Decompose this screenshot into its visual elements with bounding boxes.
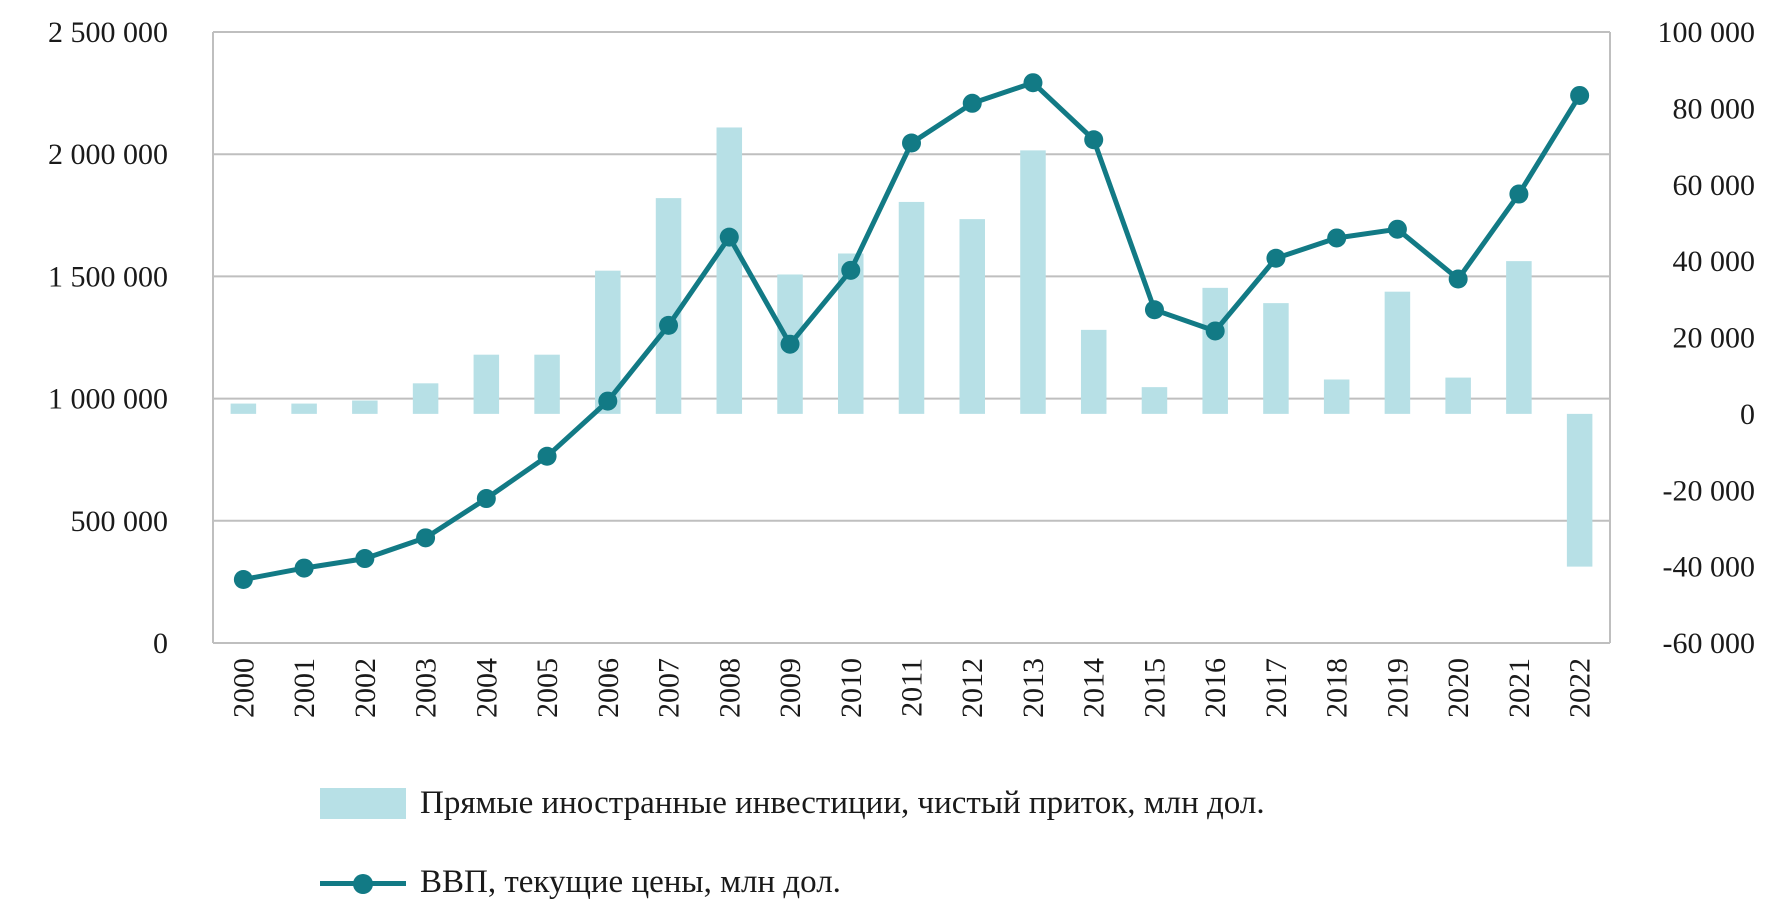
y-right-tick-label: 20 000 xyxy=(1673,322,1756,355)
y-left-tick-label: 500 000 xyxy=(71,505,169,538)
x-tick-label: 2002 xyxy=(349,658,382,718)
x-tick-label: 2001 xyxy=(288,658,321,718)
fdi-bar xyxy=(1566,413,1593,567)
fdi-bar xyxy=(1080,329,1107,414)
legend-line-swatch xyxy=(320,867,406,899)
gdp-point xyxy=(355,549,375,569)
y-right-tick-label: 40 000 xyxy=(1673,245,1756,278)
gdp-point xyxy=(1387,219,1407,239)
gdp-point xyxy=(233,570,253,590)
x-axis-ticks: 2000 2001 2002 2003 2004 2005 2006 2007 2008 2009… xyxy=(227,658,1596,718)
gdp-point xyxy=(962,93,982,113)
fdi-bar xyxy=(1323,379,1350,414)
fdi-bar xyxy=(534,354,560,414)
x-tick-label: 2017 xyxy=(1260,658,1293,718)
y-left-tick-label: 2 000 000 xyxy=(48,138,168,171)
x-tick-label: 2004 xyxy=(470,658,503,718)
gdp-point xyxy=(659,315,679,335)
x-tick-label: 2015 xyxy=(1138,658,1171,718)
x-tick-label: 2003 xyxy=(410,658,443,718)
gdp-point xyxy=(902,133,921,153)
gdp-point xyxy=(780,334,800,354)
gdp-point xyxy=(1570,85,1590,105)
x-tick-label: 2010 xyxy=(835,658,868,718)
x-tick-label: 2019 xyxy=(1381,658,1414,718)
y-right-tick-label: 100 000 xyxy=(1658,16,1756,49)
x-tick-label: 2016 xyxy=(1199,658,1232,718)
plot-frame xyxy=(212,32,1611,644)
fdi-bar xyxy=(1506,261,1532,414)
y-axis-left-ticks: 0 500 000 1 000 000 1 500 000 2 000 000 2 500… xyxy=(48,16,168,660)
x-tick-label: 2009 xyxy=(774,658,807,718)
legend-label-fdi: Прямые иностранные инвестиции, чистый пр… xyxy=(420,785,1265,821)
x-tick-label: 2021 xyxy=(1503,658,1536,718)
x-tick-label: 2013 xyxy=(1017,658,1050,718)
fdi-bar xyxy=(412,383,439,414)
gdp-point xyxy=(1448,269,1468,289)
x-tick-label: 2008 xyxy=(713,658,746,718)
fdi-bar xyxy=(230,403,257,414)
y-right-tick-label: -40 000 xyxy=(1663,551,1756,584)
legend-bar-swatch xyxy=(320,788,406,819)
gdp-point xyxy=(1084,130,1104,150)
gdp-point xyxy=(719,227,739,247)
x-tick-label: 2012 xyxy=(956,658,989,718)
gdp-point xyxy=(1327,228,1347,248)
x-tick-label: 2007 xyxy=(653,658,686,718)
x-tick-label: 2005 xyxy=(531,658,564,718)
x-tick-label: 2020 xyxy=(1442,658,1475,718)
gdp-point xyxy=(1266,248,1286,268)
y-left-tick-label: 1 000 000 xyxy=(48,383,168,416)
x-tick-label: 2000 xyxy=(227,658,260,718)
y-right-tick-label: 60 000 xyxy=(1673,169,1756,202)
gdp-point xyxy=(1144,300,1164,320)
fdi-bar xyxy=(352,400,378,414)
fdi-bar xyxy=(291,403,317,414)
y-right-tick-label: -20 000 xyxy=(1663,474,1756,507)
x-tick-label: 2006 xyxy=(592,658,625,718)
y-left-tick-label: 2 500 000 xyxy=(48,16,168,49)
fdi-bar xyxy=(898,201,925,414)
gdp-point xyxy=(476,489,496,509)
gdp-point xyxy=(841,260,861,280)
gdp-point xyxy=(598,391,618,411)
gdp-point xyxy=(537,446,557,466)
x-tick-label: 2014 xyxy=(1078,658,1111,718)
gdp-line xyxy=(233,73,1590,590)
x-tick-label: 2022 xyxy=(1564,658,1597,718)
y-left-tick-label: 0 xyxy=(153,627,168,660)
x-tick-label: 2011 xyxy=(896,658,929,717)
fdi-bar xyxy=(655,198,682,414)
fdi-bar xyxy=(959,219,985,414)
legend-label-gdp: ВВП, текущие цены, млн дол. xyxy=(420,864,841,900)
x-tick-label: 2018 xyxy=(1321,658,1354,718)
y-axis-right-ticks: -60 000 -40 000 -20 000 0 20 000 40 000 60 000… xyxy=(1658,16,1756,660)
fdi-bar xyxy=(1202,287,1228,414)
fdi-bars xyxy=(230,127,1593,567)
gdp-point xyxy=(416,528,436,548)
gdp-point xyxy=(1205,321,1225,341)
legend-item-fdi: Прямые иностранные инвестиции, чистый пр… xyxy=(320,785,1265,822)
gdp-point xyxy=(1509,184,1529,204)
gdp-point xyxy=(294,558,314,578)
legend-item-gdp: ВВП, текущие цены, млн дол. xyxy=(320,864,841,901)
fdi-bar xyxy=(1020,150,1046,414)
fdi-bar xyxy=(473,354,500,414)
y-right-tick-label: -60 000 xyxy=(1663,627,1756,660)
gdp-point xyxy=(1023,73,1043,93)
y-left-tick-label: 1 500 000 xyxy=(48,260,168,293)
fdi-bar xyxy=(716,127,743,414)
fdi-bar xyxy=(1445,377,1471,414)
fdi-bar xyxy=(1141,387,1168,414)
y-right-tick-label: 0 xyxy=(1740,398,1755,431)
fdi-bar xyxy=(1384,291,1411,414)
y-right-tick-label: 80 000 xyxy=(1673,92,1756,125)
fdi-bar xyxy=(1263,303,1289,414)
